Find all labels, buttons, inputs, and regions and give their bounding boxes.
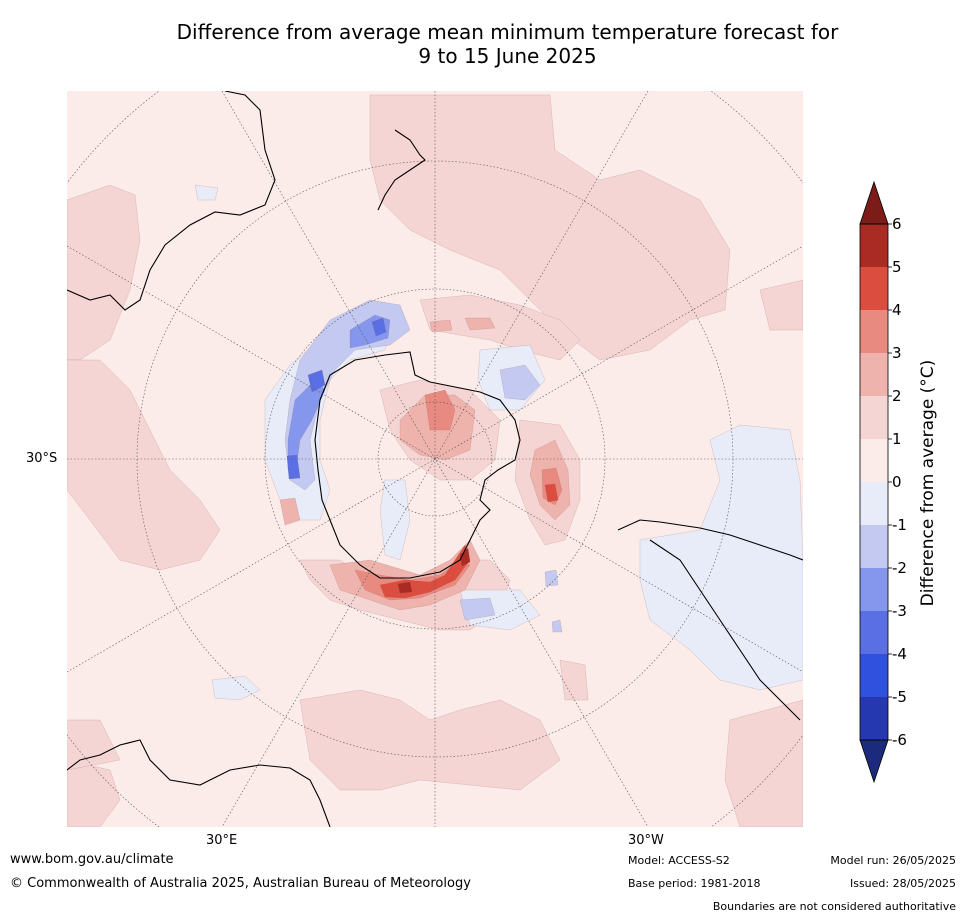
anomaly-region-minus-3-to-minus-4 [286,317,387,480]
anomaly-region-minus-1-to-minus-2 [284,299,563,633]
colorbar-band [860,611,888,654]
south-america-coastline [617,519,803,721]
footer-copyright: © Commonwealth of Australia 2025, Austra… [10,876,471,891]
chart-title: Difference from average mean minimum tem… [0,20,965,68]
graticule [67,91,803,827]
footer-issued: Issued: 28/05/2025 [849,877,956,890]
colorbar-band [860,697,888,740]
colorbar-tick-label: 3 [892,344,902,362]
footer-base-period: Base period: 1981-2018 [628,877,761,890]
colorbar-tick-label: -1 [892,516,907,534]
lon-label-30w: 30°W [628,833,664,848]
colorbar-band [860,654,888,697]
anomaly-region-2-to-3 [279,317,571,611]
colorbar-extend-under [859,739,889,784]
colorbar-tick-label: 1 [892,430,902,448]
colorbar-tick-label: 5 [892,258,902,276]
colorbar-tick-label: 4 [892,301,902,319]
anomaly-shading [67,91,803,827]
lat-label-30s: 30°S [26,451,58,466]
colorbar-tick-label: 6 [892,215,902,233]
lon-label-30e: 30°E [206,833,238,848]
footer-model-run: Model run: 26/05/2025 [830,854,956,867]
colorbar-band [860,482,888,525]
colorbar-tick-label: -4 [892,645,907,663]
footer-url[interactable]: www.bom.gov.au/climate [10,852,174,867]
new-zealand-coastline [377,129,426,211]
colorbar-tick-label: -2 [892,559,907,577]
colorbar-tick-label: 2 [892,387,902,405]
colorbar-tick-label: -6 [892,731,907,749]
colorbar-label: Difference from average (°C) [918,359,938,607]
colorbar-band [860,396,888,439]
colorbar-band [860,267,888,310]
footer-model: Model: ACCESS-S2 [628,854,730,867]
title-line-2: 9 to 15 June 2025 [418,44,597,68]
colorbar-extend-over [859,180,889,225]
colorbar-band [860,224,888,267]
africa-coastline [67,739,331,827]
colorbar-band [860,353,888,396]
title-line-1: Difference from average mean minimum tem… [176,20,839,44]
colorbar-band [860,568,888,611]
colorbar-band [860,310,888,353]
colorbar-tick-label: -3 [892,602,907,620]
colorbar-tick-label: 0 [892,473,902,491]
colorbar-band [860,439,888,482]
australia-coastline [67,91,276,311]
colorbar [859,180,892,784]
colorbar-band [860,525,888,568]
footer-disclaimer: Boundaries are not considered authoritat… [712,900,956,913]
colorbar-tick-label: -5 [892,688,907,706]
